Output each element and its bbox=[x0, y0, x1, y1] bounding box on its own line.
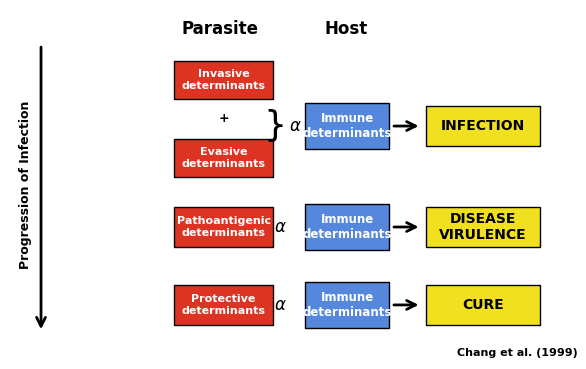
Text: α: α bbox=[290, 117, 301, 135]
Text: INFECTION: INFECTION bbox=[441, 119, 525, 133]
Text: Invasive
determinants: Invasive determinants bbox=[182, 69, 265, 91]
FancyBboxPatch shape bbox=[175, 61, 272, 99]
FancyBboxPatch shape bbox=[427, 284, 540, 325]
Text: Immune
determinants: Immune determinants bbox=[302, 213, 392, 241]
Text: CURE: CURE bbox=[462, 298, 504, 312]
FancyBboxPatch shape bbox=[305, 204, 389, 250]
FancyBboxPatch shape bbox=[305, 282, 389, 328]
FancyBboxPatch shape bbox=[175, 284, 272, 325]
Text: Progression of Infection: Progression of Infection bbox=[19, 100, 32, 269]
FancyBboxPatch shape bbox=[175, 207, 272, 247]
Text: DISEASE
VIRULENCE: DISEASE VIRULENCE bbox=[440, 212, 527, 242]
Text: }: } bbox=[264, 109, 287, 143]
Text: α: α bbox=[275, 296, 286, 314]
Text: Evasive
determinants: Evasive determinants bbox=[182, 147, 265, 169]
Text: Host: Host bbox=[324, 20, 367, 38]
Text: Parasite: Parasite bbox=[181, 20, 258, 38]
FancyBboxPatch shape bbox=[175, 139, 272, 176]
Text: Immune
determinants: Immune determinants bbox=[302, 112, 392, 140]
Text: Protective
determinants: Protective determinants bbox=[182, 294, 265, 316]
Text: α: α bbox=[275, 218, 286, 236]
FancyBboxPatch shape bbox=[427, 207, 540, 247]
Text: Pathoantigenic
determinants: Pathoantigenic determinants bbox=[176, 216, 271, 238]
Text: Immune
determinants: Immune determinants bbox=[302, 291, 392, 319]
Text: +: + bbox=[218, 113, 229, 125]
FancyBboxPatch shape bbox=[427, 106, 540, 146]
Text: Chang et al. (1999): Chang et al. (1999) bbox=[457, 348, 578, 358]
FancyBboxPatch shape bbox=[305, 103, 389, 149]
